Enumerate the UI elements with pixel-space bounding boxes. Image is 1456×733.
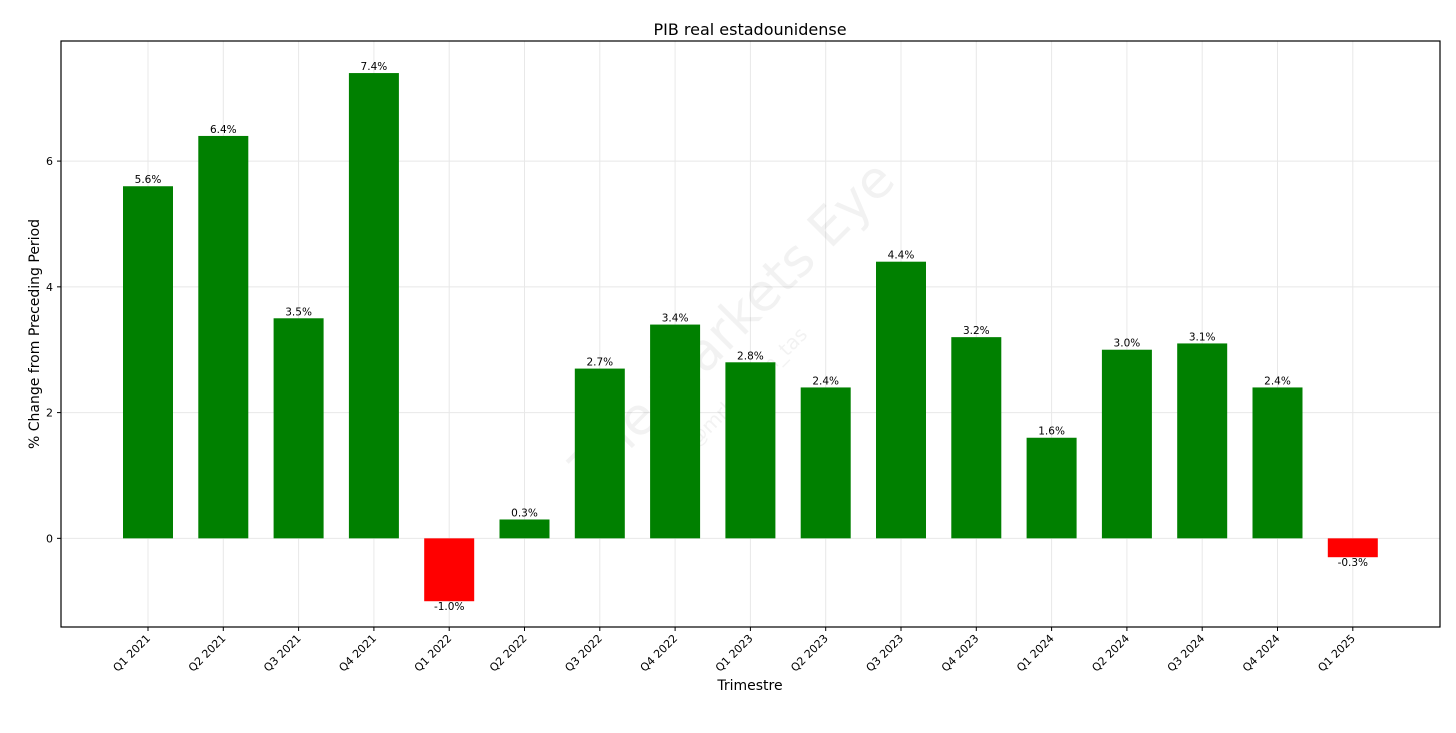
x-tick-label: Q3 2022 [562, 632, 605, 675]
data-label: 7.4% [361, 61, 388, 73]
x-tick-label: Q1 2022 [412, 632, 455, 675]
data-label: 3.5% [285, 306, 312, 318]
x-tick-label: Q2 2021 [186, 632, 229, 675]
y-tick-label: 4 [46, 281, 53, 294]
data-label: 3.4% [662, 313, 689, 325]
y-axis: 0 2 4 6 [46, 155, 61, 545]
x-tick-label: Q4 2022 [638, 632, 681, 675]
data-label: 3.0% [1114, 338, 1141, 350]
data-label: 3.2% [963, 325, 990, 337]
y-tick-label: 6 [46, 155, 53, 168]
data-label: 1.6% [1038, 426, 1065, 438]
x-tick-label: Q1 2024 [1014, 632, 1057, 675]
data-label: -0.3% [1338, 557, 1368, 569]
bar [424, 538, 475, 602]
bar [273, 318, 324, 539]
x-tick-label: Q2 2022 [487, 632, 530, 675]
bars [123, 73, 1378, 602]
data-label: 2.8% [737, 350, 764, 362]
bar [574, 368, 625, 539]
x-tick-label: Q3 2021 [261, 632, 304, 675]
x-tick-label: Q1 2025 [1315, 632, 1358, 675]
x-tick-label: Q1 2023 [713, 632, 756, 675]
bar [198, 135, 249, 539]
x-tick-label: Q4 2021 [336, 632, 379, 675]
bar [1101, 349, 1152, 539]
bar [725, 362, 776, 539]
bar [499, 519, 550, 539]
y-tick-label: 2 [46, 407, 53, 420]
data-label: 3.1% [1189, 331, 1216, 343]
bar [123, 186, 173, 539]
data-label: 6.4% [210, 124, 237, 136]
bar [348, 73, 399, 539]
data-labels: 5.6% 6.4% 3.5% 7.4% -1.0% 0.3% 2.7% 3.4% 2.8% 2.4… [135, 61, 1368, 613]
data-label: -1.0% [434, 601, 464, 613]
x-tick-label: Q4 2024 [1240, 632, 1283, 675]
x-tick-label: Q3 2024 [1165, 632, 1208, 675]
data-label: 4.4% [888, 250, 915, 262]
data-label: 2.7% [586, 357, 613, 369]
data-label: 0.3% [511, 507, 538, 519]
bar [650, 324, 701, 539]
bar [1327, 538, 1378, 558]
x-tick-label: Q3 2023 [864, 632, 907, 675]
x-tick-label: Q2 2023 [788, 632, 831, 675]
data-label: 2.4% [1264, 375, 1291, 387]
bar [951, 337, 1002, 539]
bar [800, 387, 851, 539]
x-tick-label: Q1 2021 [111, 632, 154, 675]
data-label: 2.4% [812, 375, 839, 387]
x-tick-label: Q4 2023 [939, 632, 982, 675]
data-label: 5.6% [135, 174, 162, 186]
x-axis-label: Trimestre [716, 678, 782, 694]
chart-title: PIB real estadounidense [653, 20, 846, 39]
bar [1026, 437, 1077, 539]
bar [1252, 387, 1303, 539]
x-tick-label: Q2 2024 [1089, 632, 1132, 675]
y-tick-label: 0 [46, 532, 53, 545]
bar [876, 261, 926, 539]
y-axis-label: % Change from Preceding Period [27, 219, 43, 449]
bar [1177, 343, 1228, 539]
x-axis: Q1 2021 Q2 2021 Q3 2021 Q4 2021 Q1 2022 Q2 20… [111, 627, 1358, 674]
